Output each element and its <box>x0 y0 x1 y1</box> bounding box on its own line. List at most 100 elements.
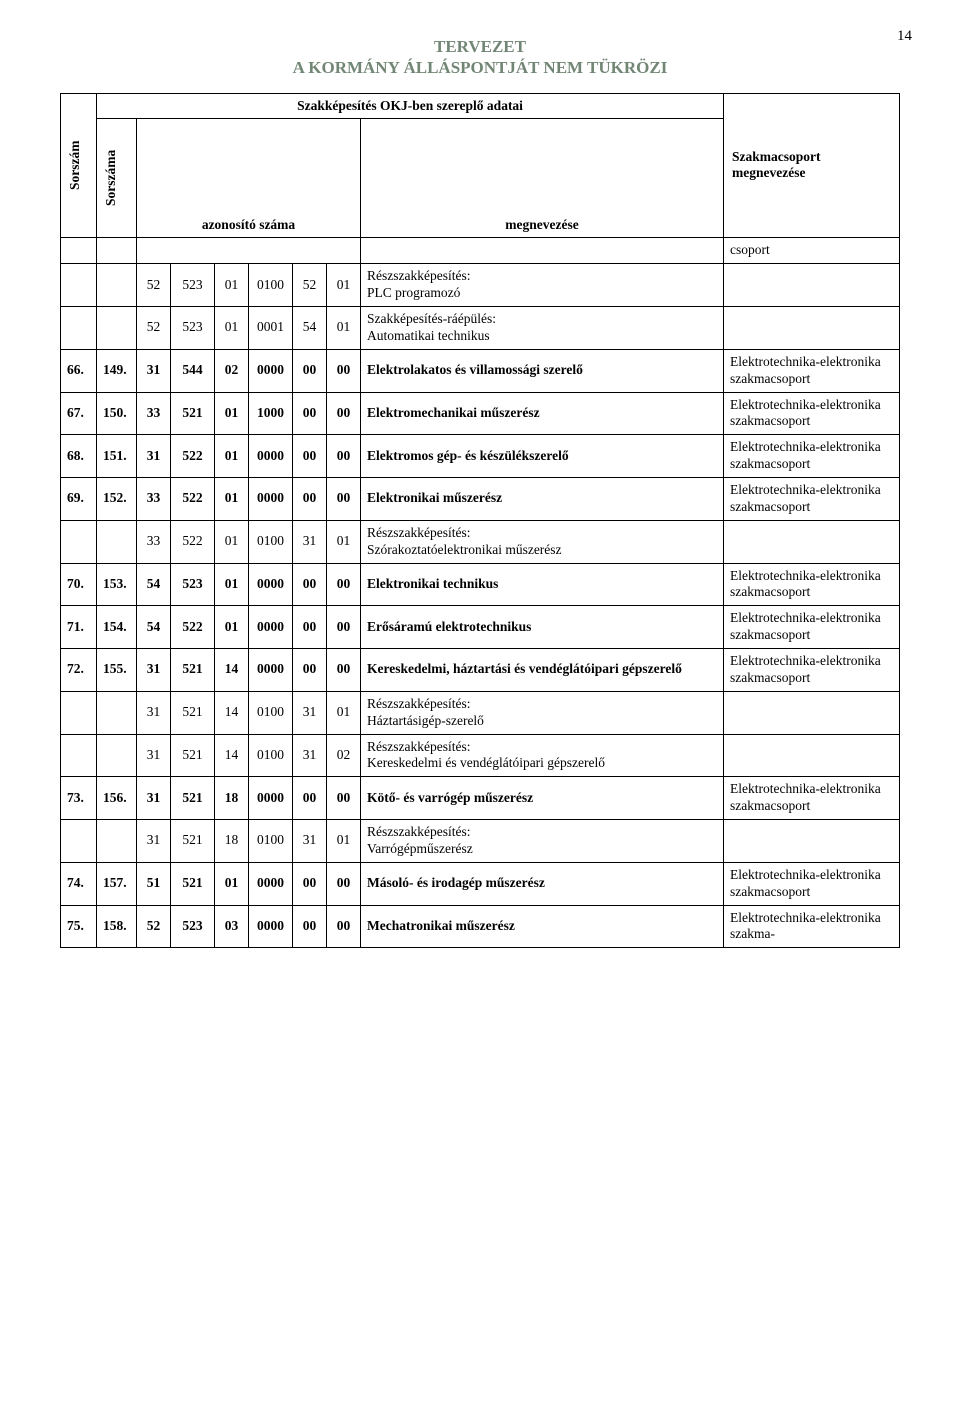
code-cell: 18 <box>215 777 249 820</box>
code-cell: 52 <box>137 905 171 948</box>
table-row: 75.158.525230300000000Mechatronikai műsz… <box>61 905 900 948</box>
code-cell: 00 <box>293 478 327 521</box>
group-cell <box>724 264 900 307</box>
sorszama-cell: 154. <box>97 606 137 649</box>
code-cell: 31 <box>137 777 171 820</box>
code-cell: 31 <box>293 520 327 563</box>
name-cell: Szakképesítés-ráépülés:Automatikai techn… <box>361 307 724 350</box>
code-cell: 54 <box>293 307 327 350</box>
sorszama-cell: 158. <box>97 905 137 948</box>
empty-cell <box>97 238 137 264</box>
code-cell: 01 <box>215 264 249 307</box>
sorszam-cell: 68. <box>61 435 97 478</box>
table-row: 69.152.335220100000000Elektronikai műsze… <box>61 478 900 521</box>
empty-cell <box>137 238 361 264</box>
code-cell: 52 <box>293 264 327 307</box>
page-number: 14 <box>897 28 912 45</box>
code-cell: 523 <box>171 307 215 350</box>
name-cell: Részszakképesítés:Háztartásigép-szerelő <box>361 691 724 734</box>
table-row: 73.156.315211800000000Kötő- és varrógép … <box>61 777 900 820</box>
group-cell: Elektrotechnika-elektronika szakmacsopor… <box>724 649 900 692</box>
code-cell: 31 <box>137 349 171 392</box>
sorszam-cell <box>61 691 97 734</box>
code-cell: 0000 <box>249 435 293 478</box>
code-cell: 521 <box>171 862 215 905</box>
sorszam-cell: 69. <box>61 478 97 521</box>
sorszama-cell <box>97 264 137 307</box>
code-cell: 00 <box>293 392 327 435</box>
sorszama-cell <box>97 307 137 350</box>
code-cell: 01 <box>215 307 249 350</box>
code-cell: 523 <box>171 264 215 307</box>
sorszam-cell <box>61 734 97 777</box>
group-cell: Elektrotechnika-elektronika szakmacsopor… <box>724 349 900 392</box>
code-cell: 18 <box>215 820 249 863</box>
code-cell: 51 <box>137 862 171 905</box>
table-row: 70.153.545230100000000Elektronikai techn… <box>61 563 900 606</box>
code-cell: 523 <box>171 563 215 606</box>
name-cell: Elektrolakatos és villamossági szerelő <box>361 349 724 392</box>
code-cell: 01 <box>327 691 361 734</box>
code-cell: 00 <box>327 777 361 820</box>
code-cell: 0100 <box>249 820 293 863</box>
page: 14 TERVEZET A KORMÁNY ÁLLÁSPONTJÁT NEM T… <box>0 0 960 1416</box>
code-cell: 00 <box>293 349 327 392</box>
code-cell: 01 <box>215 435 249 478</box>
code-cell: 33 <box>137 392 171 435</box>
code-cell: 0100 <box>249 264 293 307</box>
code-cell: 31 <box>137 691 171 734</box>
table-row: 72.155.315211400000000Kereskedelmi, házt… <box>61 649 900 692</box>
table-row: 67.150.335210110000000Elektromechanikai … <box>61 392 900 435</box>
code-cell: 0100 <box>249 691 293 734</box>
sorszam-cell: 75. <box>61 905 97 948</box>
group-cell: Elektrotechnika-elektronika szakmacsopor… <box>724 606 900 649</box>
code-cell: 521 <box>171 777 215 820</box>
code-cell: 31 <box>137 820 171 863</box>
table-row: 525230101005201Részszakképesítés:PLC pro… <box>61 264 900 307</box>
name-cell: Részszakképesítés:PLC programozó <box>361 264 724 307</box>
code-cell: 00 <box>293 862 327 905</box>
group-cell: Elektrotechnika-elektronika szakmacsopor… <box>724 435 900 478</box>
name-cell: Elektromos gép- és készülékszerelő <box>361 435 724 478</box>
sorszama-cell: 149. <box>97 349 137 392</box>
sorszama-cell: 155. <box>97 649 137 692</box>
sorszam-cell: 66. <box>61 349 97 392</box>
sorszam-cell: 73. <box>61 777 97 820</box>
sorszam-cell: 67. <box>61 392 97 435</box>
code-cell: 31 <box>293 691 327 734</box>
group-cell <box>724 820 900 863</box>
code-cell: 03 <box>215 905 249 948</box>
group-cell <box>724 520 900 563</box>
group-cell <box>724 307 900 350</box>
table-row: 315211801003101Részszakképesítés:Varrógé… <box>61 820 900 863</box>
code-cell: 00 <box>293 905 327 948</box>
group-cell: Elektrotechnika-elektronika szakma- <box>724 905 900 948</box>
code-cell: 0000 <box>249 777 293 820</box>
group-cell <box>724 734 900 777</box>
code-cell: 00 <box>327 349 361 392</box>
code-cell: 00 <box>327 435 361 478</box>
code-cell: 14 <box>215 734 249 777</box>
code-cell: 00 <box>293 777 327 820</box>
group-cell: Elektrotechnika-elektronika szakmacsopor… <box>724 563 900 606</box>
code-cell: 523 <box>171 905 215 948</box>
code-cell: 522 <box>171 606 215 649</box>
group-cell: Elektrotechnika-elektronika szakmacsopor… <box>724 862 900 905</box>
code-cell: 52 <box>137 264 171 307</box>
code-cell: 33 <box>137 478 171 521</box>
code-cell: 00 <box>293 563 327 606</box>
code-cell: 01 <box>215 862 249 905</box>
col-sorszama-header: Sorszáma <box>97 119 137 238</box>
sorszama-cell: 156. <box>97 777 137 820</box>
okj-title-header: Szakképesítés OKJ-ben szereplő adatai <box>97 93 724 119</box>
code-cell: 52 <box>137 307 171 350</box>
code-cell: 00 <box>327 563 361 606</box>
code-cell: 0000 <box>249 862 293 905</box>
name-cell: Erősáramú elektrotechnikus <box>361 606 724 649</box>
szakmacsoport-header: Szakmacsoport megnevezése <box>724 93 900 238</box>
csoport-trailing-row: csoport <box>61 238 900 264</box>
code-cell: 1000 <box>249 392 293 435</box>
name-cell: Elektromechanikai műszerész <box>361 392 724 435</box>
code-cell: 01 <box>215 520 249 563</box>
sorszama-cell <box>97 691 137 734</box>
